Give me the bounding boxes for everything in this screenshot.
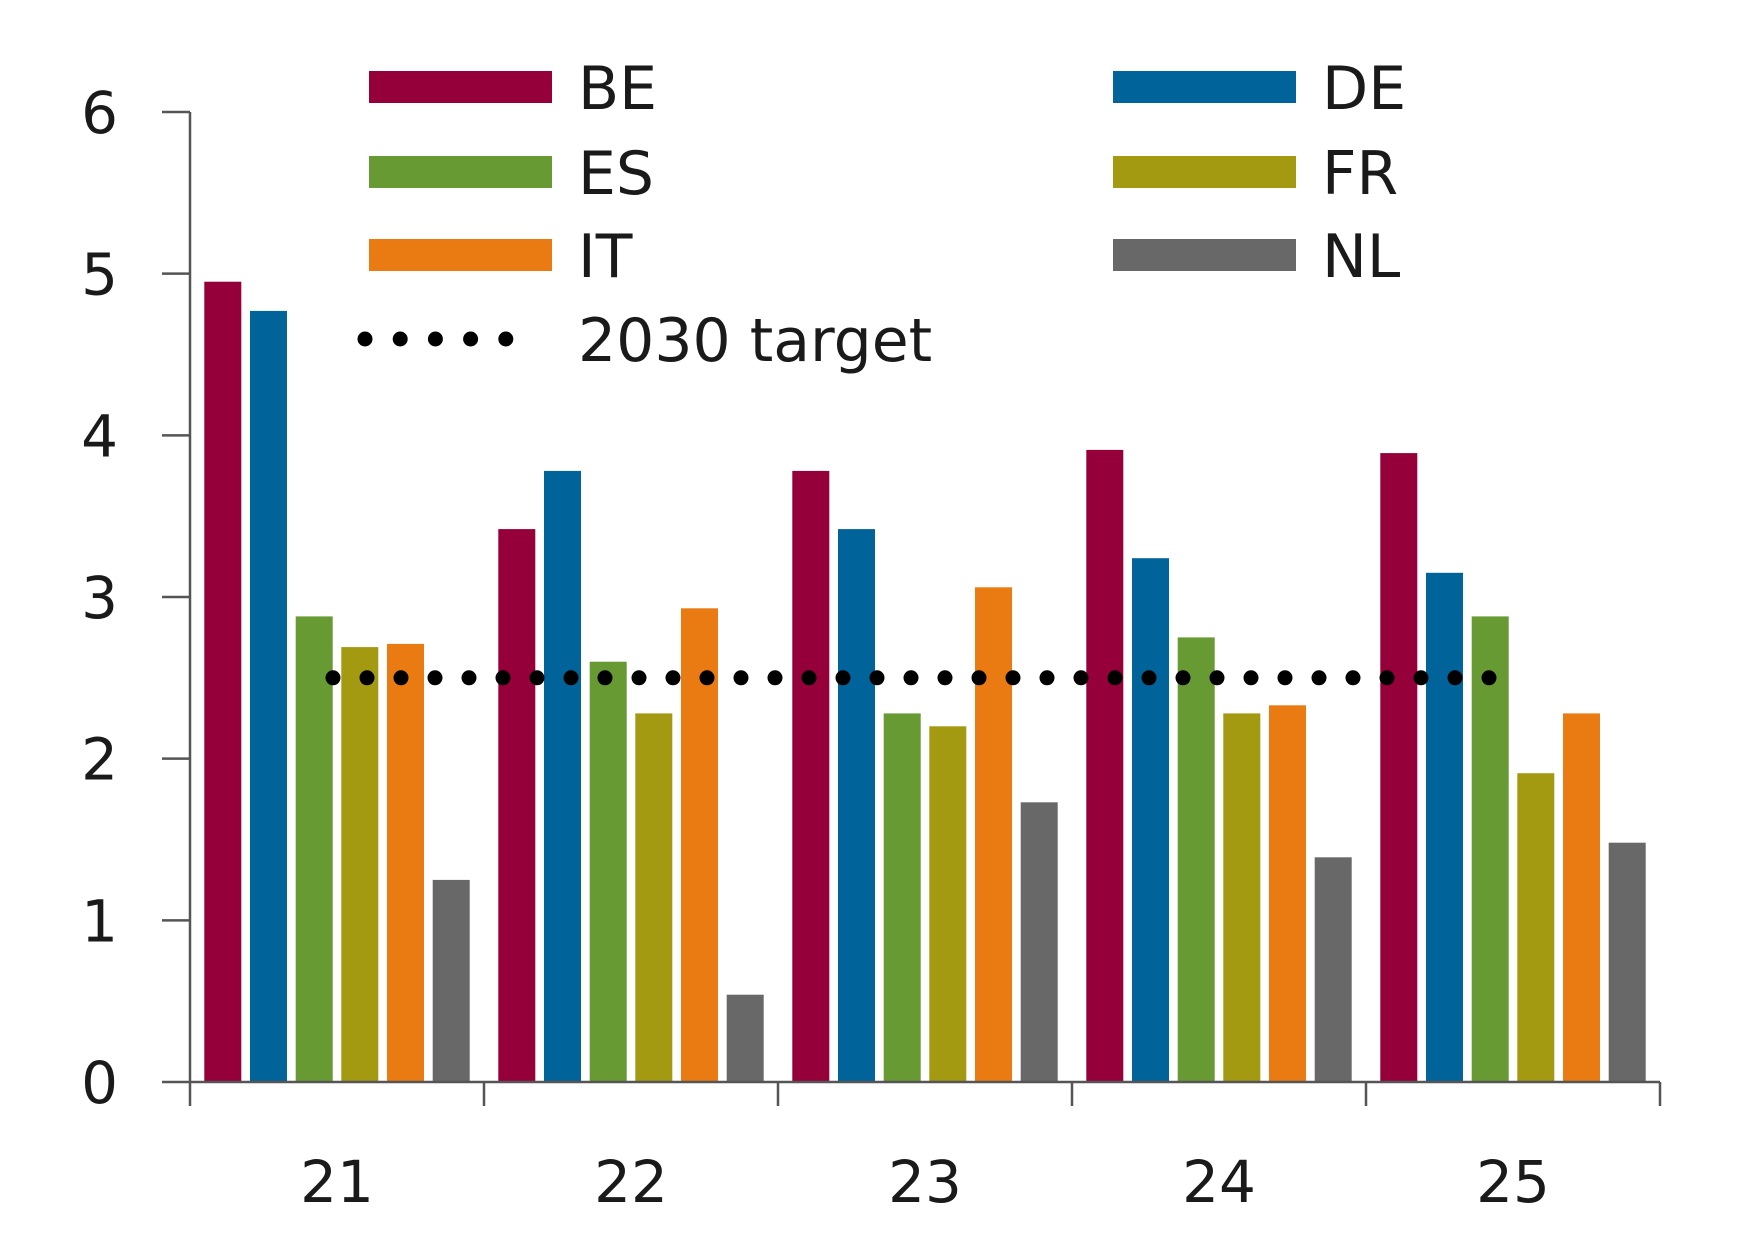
bar-fr-23 — [929, 726, 967, 1082]
y-tick-label-4: 4 — [81, 402, 118, 470]
bar-es-25 — [1471, 616, 1509, 1082]
bar-be-24 — [1086, 449, 1124, 1082]
y-tick-label-2: 2 — [81, 726, 118, 794]
bar-es-21 — [295, 616, 333, 1082]
bar-nl-23 — [1020, 802, 1058, 1082]
bar-it-23 — [975, 587, 1012, 1082]
legend-swatch-nl — [1113, 239, 1296, 271]
bar-es-22 — [589, 661, 627, 1082]
bar-fr-22 — [635, 713, 673, 1082]
x-tick-label-23: 23 — [888, 1148, 962, 1216]
legend-swatch-de — [1113, 71, 1296, 103]
bar-be-23 — [792, 470, 830, 1082]
legend-label-be: BE — [578, 54, 657, 124]
bar-fr-21 — [341, 647, 379, 1082]
bar-de-23 — [838, 529, 875, 1082]
legend-swatch-it — [369, 239, 552, 271]
bar-de-21 — [250, 310, 287, 1082]
y-tick-label-6: 6 — [81, 79, 118, 147]
bar-nl-22 — [726, 994, 764, 1082]
bar-de-22 — [544, 470, 581, 1082]
bar-de-25 — [1426, 572, 1463, 1083]
bar-be-21 — [204, 281, 242, 1082]
bar-nl-25 — [1608, 842, 1646, 1082]
bar-de-24 — [1132, 558, 1169, 1082]
legend-label-fr: FR — [1322, 139, 1398, 209]
bar-fr-24 — [1223, 713, 1261, 1082]
y-tick-label-3: 3 — [81, 564, 118, 632]
x-tick-label-25: 25 — [1476, 1148, 1550, 1216]
legend-swatch-be — [369, 71, 552, 103]
legend-label-it: IT — [578, 222, 633, 292]
legend-swatch-es — [369, 156, 552, 188]
x-tick-label-22: 22 — [594, 1148, 668, 1216]
legend-label-es: ES — [578, 139, 654, 209]
bar-es-23 — [883, 713, 921, 1082]
bar-fr-25 — [1517, 773, 1555, 1082]
bar-be-22 — [498, 529, 536, 1082]
bar-be-25 — [1380, 453, 1418, 1083]
legend-swatch-fr — [1113, 156, 1296, 188]
legend-label-nl: NL — [1322, 222, 1401, 292]
y-tick-label-1: 1 — [81, 887, 118, 955]
bar-es-24 — [1177, 637, 1215, 1082]
legend-label-target: 2030 target — [578, 306, 932, 376]
y-tick-label-0: 0 — [81, 1049, 118, 1117]
x-tick-label-24: 24 — [1182, 1148, 1256, 1216]
x-tick-label-21: 21 — [300, 1148, 374, 1216]
bar-it-22 — [681, 608, 718, 1082]
y-tick-label-5: 5 — [81, 241, 118, 309]
bar-it-24 — [1269, 705, 1306, 1082]
bar-it-25 — [1563, 713, 1600, 1082]
bar-nl-21 — [432, 879, 470, 1082]
bar-nl-24 — [1314, 857, 1352, 1082]
bars — [204, 281, 1646, 1083]
legend: BE DE ES FR IT NL 2030 target — [357, 54, 1406, 376]
legend-label-de: DE — [1322, 54, 1406, 124]
bar-it-21 — [387, 643, 424, 1082]
